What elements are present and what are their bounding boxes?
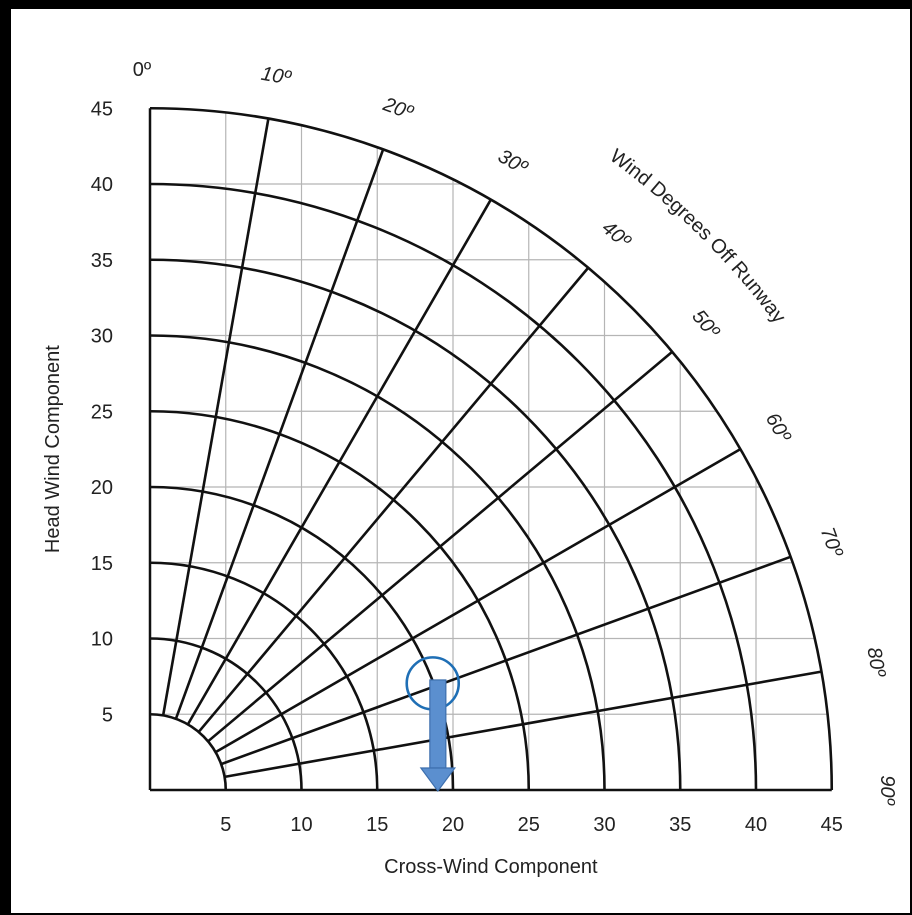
y-tick-label: 35 xyxy=(91,250,113,272)
angle-label: 10º xyxy=(259,63,294,90)
angle-line-50 xyxy=(207,350,674,743)
y-tick-label: 15 xyxy=(91,553,113,575)
y-tick-label: 30 xyxy=(91,326,113,348)
y-tick-label: 40 xyxy=(91,174,113,196)
angle-line-80 xyxy=(224,670,822,779)
speed-arc-35 xyxy=(149,258,682,791)
y-tick-label: 20 xyxy=(91,477,113,499)
x-tick-label: 45 xyxy=(821,814,843,836)
x-tick-label: 5 xyxy=(220,814,231,836)
angle-label: 80º xyxy=(862,646,889,681)
speed-arc-5 xyxy=(149,712,228,791)
angle-label: 0º xyxy=(133,59,152,81)
x-tick-label: 15 xyxy=(366,814,388,836)
speed-arc-40 xyxy=(149,182,758,791)
angle-label: 40º xyxy=(598,217,636,254)
highlight-arrow-shaft xyxy=(429,679,447,769)
angle-line-20 xyxy=(174,148,385,720)
speed-arc-10 xyxy=(149,637,303,791)
y-tick-label: 5 xyxy=(102,704,113,726)
y-tick-label: 45 xyxy=(91,98,113,120)
x-tick-label: 30 xyxy=(593,814,615,836)
x-tick-label: 40 xyxy=(745,814,767,836)
speed-arc-15 xyxy=(149,561,379,791)
y-tick-label: 25 xyxy=(91,401,113,423)
angle-label: 60º xyxy=(761,409,796,447)
y-axis-title: Head Wind Component xyxy=(42,345,64,553)
angle-label: 70º xyxy=(816,524,847,561)
x-tick-label: 10 xyxy=(290,814,312,836)
angle-label: 90º xyxy=(876,775,898,806)
x-tick-label: 25 xyxy=(518,814,540,836)
x-tick-label: 20 xyxy=(442,814,464,836)
angle-label: 30º xyxy=(494,145,532,180)
angle-line-70 xyxy=(220,555,792,766)
speed-arc-30 xyxy=(149,334,606,791)
angle-label: 50º xyxy=(687,306,724,344)
speed-arc-25 xyxy=(149,409,531,791)
highlight-arrow-head xyxy=(419,767,457,793)
x-tick-label: 35 xyxy=(669,814,691,836)
angle-line-10 xyxy=(161,118,270,716)
x-axis-title: Cross-Wind Component xyxy=(384,856,598,878)
y-tick-label: 10 xyxy=(91,629,113,651)
speed-arc-45 xyxy=(149,106,834,791)
angle-line-30 xyxy=(186,198,493,726)
angle-label: 20º xyxy=(379,93,417,125)
angle-line-60 xyxy=(214,447,742,754)
angle-line-40 xyxy=(197,266,590,733)
